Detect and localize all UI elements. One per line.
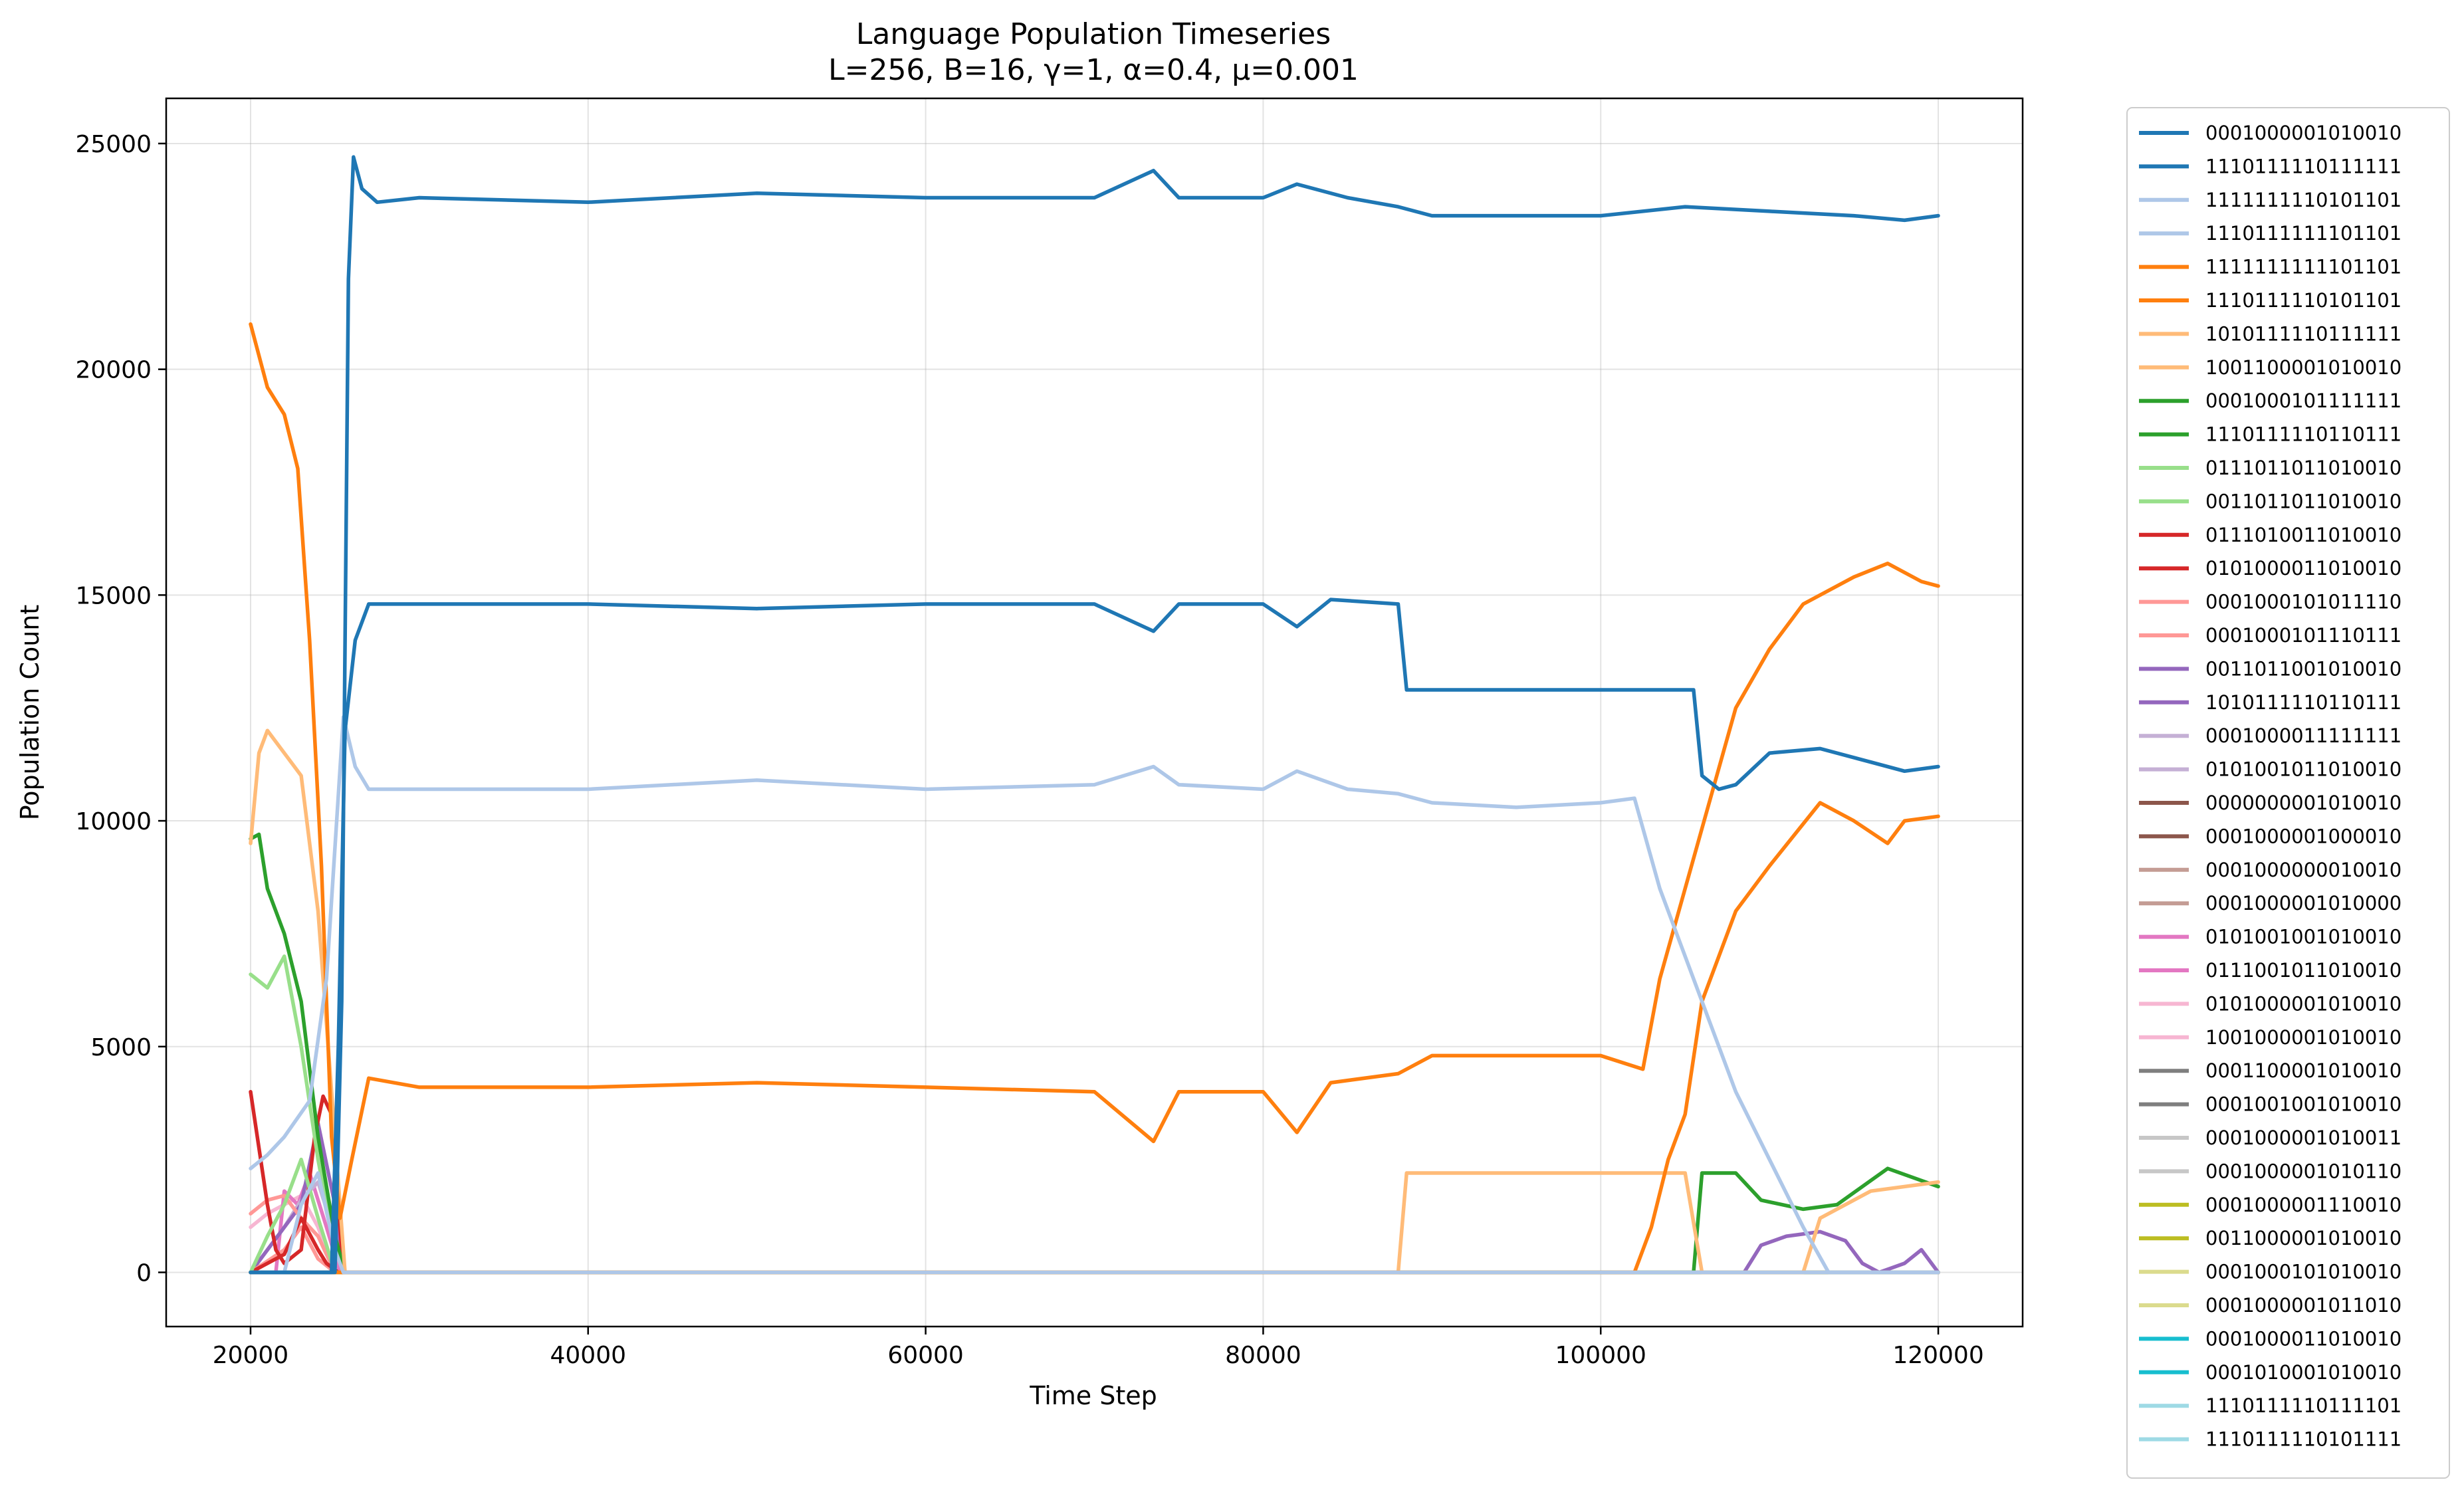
y-axis: 0 5000 10000 15000 20000 25000 — [75, 131, 166, 1287]
legend-label: 0011011011010010 — [2205, 490, 2402, 512]
legend-frame — [2126, 107, 2450, 1479]
legend-label: 1110111110111111 — [2205, 155, 2402, 177]
legend-label: 1110111110110111 — [2205, 423, 2402, 446]
legend-label: 0101001001010010 — [2205, 926, 2402, 948]
legend-label: 0101001011010010 — [2205, 758, 2402, 781]
legend-label: 0001001001010010 — [2205, 1093, 2402, 1116]
chart-subtitle: L=256, B=16, γ=1, α=0.4, μ=0.001 — [828, 53, 1359, 87]
plot-background — [166, 98, 2023, 1327]
legend-label: 1111111111101101 — [2205, 256, 2402, 278]
legend-label: 0001000101011110 — [2205, 591, 2402, 613]
y-tick-label: 25000 — [75, 131, 152, 158]
y-tick-label: 15000 — [75, 582, 152, 609]
legend-label: 1010111110111111 — [2205, 322, 2402, 345]
plot-frame — [165, 97, 2024, 1328]
legend-label: 1010111110110111 — [2205, 691, 2402, 714]
legend-label: 0001000001011010 — [2205, 1294, 2402, 1317]
x-tick-label: 20000 — [213, 1342, 289, 1369]
y-axis-label: Population Count — [15, 605, 45, 821]
legend-label: 0001000101111111 — [2205, 389, 2402, 412]
series-line-1110111110101101 — [249, 801, 1940, 1275]
legend-label: 0111001011010010 — [2205, 959, 2402, 982]
plot-area — [165, 97, 2024, 1328]
legend-label: 0111010011010010 — [2205, 524, 2402, 546]
x-axis-label: Time Step — [1029, 1381, 1157, 1410]
legend-label: 0001000001000010 — [2205, 825, 2402, 847]
x-axis: 20000 40000 60000 80000 100000 120000 — [213, 1327, 1984, 1369]
series-line-1111111111101101 — [249, 322, 1940, 1220]
legend-items: 0001000001010010 1110111110111111 11111111… — [2139, 122, 2402, 1451]
legend: 0001000001010010 1110111110111111 11111111… — [2126, 107, 2450, 1479]
legend-label: 0001010001010010 — [2205, 1361, 2402, 1384]
legend-label: 0001000001010110 — [2205, 1160, 2402, 1182]
legend-label: 0001000001010000 — [2205, 892, 2402, 914]
series-line-0001000001010010 — [249, 155, 1940, 1275]
legend-label: 0001000011010010 — [2205, 1327, 2402, 1350]
y-tick-label: 10000 — [75, 808, 152, 835]
legend-label: 1110111110101111 — [2205, 1428, 2402, 1451]
legend-label: 0101000001010010 — [2205, 992, 2402, 1015]
legend-label: 1110111110111101 — [2205, 1394, 2402, 1417]
legend-label: 0001000011111111 — [2205, 724, 2402, 747]
x-tick-label: 40000 — [550, 1342, 627, 1369]
legend-label: 1111111110101101 — [2205, 189, 2402, 211]
legend-label: 0011011001010010 — [2205, 657, 2402, 680]
chart-title: Language Population Timeseries — [856, 17, 1331, 51]
legend-label: 0111011011010010 — [2205, 457, 2402, 479]
legend-label: 1110111111101101 — [2205, 222, 2402, 245]
y-tick-label: 0 — [136, 1259, 152, 1287]
legend-label: 0000000001010010 — [2205, 792, 2402, 814]
series-line-1110111110111111 — [249, 597, 1940, 1275]
y-tick-label: 20000 — [75, 357, 152, 384]
series-line-0011011001010010 — [249, 1230, 1940, 1275]
legend-label: 1001000001010010 — [2205, 1026, 2402, 1049]
y-tick-label: 5000 — [90, 1034, 152, 1061]
legend-label: 0001100001010010 — [2205, 1059, 2402, 1082]
series-layer — [249, 155, 1940, 1275]
x-tick-label: 120000 — [1892, 1342, 1983, 1369]
x-tick-label: 100000 — [1555, 1342, 1646, 1369]
legend-label: 1110111110101101 — [2205, 289, 2402, 312]
grid — [166, 98, 2023, 1327]
legend-label: 0001000001010010 — [2205, 122, 2402, 144]
legend-label: 0001000000010010 — [2205, 859, 2402, 881]
x-tick-label: 60000 — [887, 1342, 964, 1369]
x-tick-label: 80000 — [1225, 1342, 1301, 1369]
legend-label: 0001000001110010 — [2205, 1194, 2402, 1216]
legend-label: 0001000001010011 — [2205, 1126, 2402, 1149]
legend-label: 0101000011010010 — [2205, 557, 2402, 580]
legend-label: 0011000001010010 — [2205, 1227, 2402, 1249]
legend-label: 0001000101010010 — [2205, 1261, 2402, 1283]
legend-label: 1001100001010010 — [2205, 356, 2402, 379]
legend-label: 0001000101110111 — [2205, 624, 2402, 647]
